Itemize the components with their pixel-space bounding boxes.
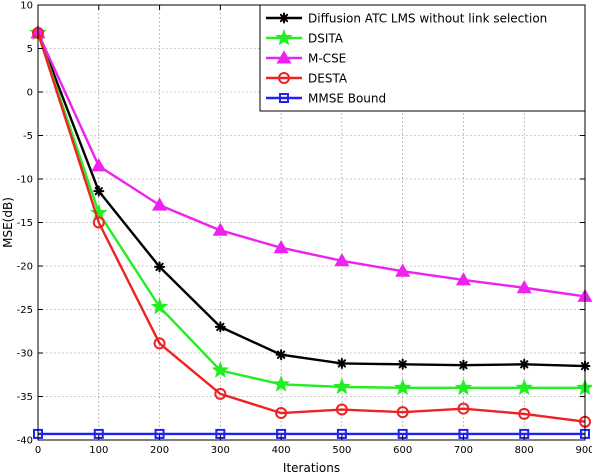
data-point-desta [275,407,288,420]
y-tick-label: -20 [17,262,33,273]
series-line-desta [36,32,586,423]
data-point-m-cse [455,272,471,286]
legend-item: DESTA [266,72,348,86]
legend-label: DSITA [308,32,344,46]
y-tick-label: 5 [27,44,33,55]
series-line-diffusion-atc-lms-without-link-selection [36,32,586,368]
data-point-diffusion-atc-lms-without-link-selection [93,185,105,197]
x-tick-label: 800 [515,445,534,456]
data-point-diffusion-atc-lms-without-link-selection [397,358,409,370]
data-point-desta [396,406,409,419]
data-point-dsita [393,378,412,396]
x-tick-label: 100 [89,445,108,456]
legend-label: Diffusion ATC LMS without link selection [308,12,547,26]
legend-marker [278,72,290,84]
data-point-desta [214,387,227,400]
data-point-diffusion-atc-lms-without-link-selection [214,321,226,333]
data-point-dsita [90,203,108,221]
data-point-dsita [333,377,351,395]
data-point-desta [518,407,531,420]
legend-marker [278,12,290,24]
data-point-desta [153,337,166,350]
y-tick-label: 10 [20,1,33,12]
y-tick-label: -35 [17,392,33,403]
data-point-dsita [454,378,473,396]
series-desta [32,26,591,428]
x-tick-label: 400 [272,445,291,456]
data-point-dsita [272,375,290,392]
y-tick-label: -30 [17,349,33,360]
legend-item: DSITA [266,28,344,46]
legend-marker [275,28,293,46]
series-layer [29,23,592,439]
legend-item: MMSE Bound [266,92,386,106]
x-tick-label: 500 [332,445,351,456]
legend-label: MMSE Bound [308,92,386,106]
data-point-diffusion-atc-lms-without-link-selection [275,349,287,361]
series-m-cse [30,25,592,302]
data-point-m-cse [91,158,107,172]
y-tick-label: -25 [17,305,33,316]
legend-marker [279,93,289,103]
series-line-dsita [36,32,585,389]
legend-marker [276,50,292,64]
data-point-diffusion-atc-lms-without-link-selection [457,359,469,371]
data-point-m-cse [395,263,411,277]
y-tick-label: -10 [17,175,33,186]
data-point-dsita [515,378,533,396]
series-mmse-bound [33,428,590,439]
data-point-diffusion-atc-lms-without-link-selection [154,261,166,273]
data-point-desta [335,403,348,416]
data-point-dsita [150,297,169,315]
data-point-m-cse [516,280,532,294]
data-point-desta [92,216,105,229]
data-point-desta [457,402,470,415]
data-point-m-cse [152,197,168,211]
legend-item: Diffusion ATC LMS without link selection [266,12,547,26]
legend-label: M-CSE [308,52,346,66]
data-point-diffusion-atc-lms-without-link-selection [336,357,348,369]
y-tick-label: -15 [17,218,33,229]
legend-box [259,4,586,112]
x-tick-label: 900 [575,445,592,456]
data-point-m-cse [273,240,289,254]
x-tick-label: 200 [150,445,169,456]
x-axis-label: Iterations [283,461,340,475]
x-tick-label: 300 [211,445,230,456]
series-line-m-cse [36,32,586,298]
x-tick-label: 600 [393,445,412,456]
data-point-m-cse [334,253,350,267]
legend-label: DESTA [308,72,348,86]
data-point-diffusion-atc-lms-without-link-selection [518,358,530,370]
y-axis-label: MSE(dB) [1,197,15,248]
x-tick-label: 0 [35,445,41,456]
legend-item: M-CSE [266,50,346,66]
data-point-dsita [211,361,230,378]
y-tick-label: 0 [27,88,33,99]
data-point-m-cse [212,222,228,236]
x-tick-label: 700 [454,445,473,456]
y-tick-label: -5 [23,131,33,142]
y-tick-label: -40 [17,436,33,447]
legend: Diffusion ATC LMS without link selection… [259,4,586,112]
